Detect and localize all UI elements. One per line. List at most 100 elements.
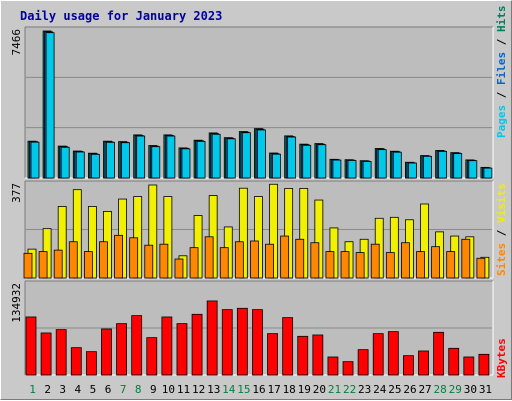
bar-pages-day-16	[257, 129, 266, 179]
bar-pages-day-6	[106, 141, 115, 179]
bar-sites-day-21	[325, 251, 335, 279]
bar-kbytes-day-26	[403, 355, 414, 376]
bar-kbytes-day-23	[357, 349, 369, 376]
bar-sites-day-24	[370, 243, 380, 279]
bar-pages-day-4	[75, 151, 85, 179]
day-label-13: 13	[207, 383, 220, 396]
bar-pages-day-5	[90, 153, 100, 179]
bar-sites-day-30	[461, 238, 471, 279]
bar-pages-day-25	[392, 151, 402, 179]
bar-kbytes-day-10	[161, 316, 173, 376]
bar-pages-day-2	[45, 32, 55, 179]
bar-pages-day-23	[362, 161, 372, 179]
day-label-15: 15	[237, 383, 250, 396]
bar-sites-day-7	[114, 234, 123, 279]
legend-top: Pages / Files / Hits	[495, 6, 508, 139]
bar-pages-day-14	[226, 138, 236, 179]
bar-kbytes-day-22	[342, 361, 354, 376]
day-labels: 1 2 3 4 5 6 7 8 9 10 11 12 13 14 15 16 17 18 19 20 21 22 23 24 2…	[29, 383, 492, 396]
day-label-12: 12	[192, 383, 205, 396]
bar-pages-day-22	[347, 160, 357, 179]
bar-kbytes-day-2	[40, 332, 52, 376]
legend-part: Files	[495, 52, 508, 85]
bar-pages-day-26	[408, 162, 417, 179]
bar-sites-day-20	[310, 242, 320, 279]
day-label-30: 30	[464, 383, 477, 396]
bar-sites-day-6	[99, 241, 108, 279]
bar-pages-day-28	[438, 151, 448, 179]
legend-bottom: KBytes	[495, 338, 508, 378]
bar-pages-day-11	[181, 148, 191, 179]
bar-kbytes-day-8	[131, 315, 143, 376]
legend-part: KBytes	[495, 338, 508, 378]
ymax-label: 7466	[10, 29, 23, 56]
panel-kbytes: 134932	[10, 280, 494, 376]
bar-kbytes-day-19	[297, 335, 309, 376]
bar-pages-day-24	[377, 149, 387, 179]
day-label-28: 28	[434, 383, 447, 396]
bar-sites-day-31	[476, 257, 486, 279]
bar-kbytes-day-28	[433, 331, 445, 376]
bar-pages-day-18	[287, 136, 297, 179]
bar-kbytes-day-3	[55, 329, 67, 376]
day-label-2: 2	[44, 383, 51, 396]
bar-sites-day-14	[219, 247, 229, 279]
bar-pages-day-1	[30, 141, 40, 179]
bar-sites-day-27	[416, 251, 425, 279]
day-label-10: 10	[162, 383, 175, 396]
day-label-3: 3	[59, 383, 66, 396]
bar-sites-day-25	[385, 252, 395, 279]
day-label-14: 14	[222, 383, 236, 396]
bar-kbytes-day-15	[236, 307, 248, 376]
legend-part: Visits	[495, 183, 508, 223]
day-label-17: 17	[267, 383, 280, 396]
legend-part: Sites	[495, 243, 508, 276]
bar-pages-day-29	[453, 153, 463, 179]
day-label-4: 4	[75, 383, 82, 396]
day-label-31: 31	[479, 383, 492, 396]
bar-sites-day-17	[265, 243, 274, 279]
legend-part: /	[495, 223, 508, 243]
side-legends: Pages / Files / Hits Sites / Visits KBytes	[495, 6, 508, 379]
ymax-label: 134932	[10, 283, 23, 323]
day-label-11: 11	[177, 383, 190, 396]
bar-kbytes-day-6	[101, 328, 112, 376]
day-label-22: 22	[343, 383, 356, 396]
bar-kbytes-day-24	[372, 333, 384, 376]
day-label-25: 25	[388, 383, 401, 396]
day-label-24: 24	[373, 383, 387, 396]
bar-pages-day-13	[211, 133, 221, 179]
bar-kbytes-day-18	[282, 317, 294, 376]
bar-kbytes-day-30	[463, 356, 475, 376]
bar-sites-day-19	[295, 238, 305, 279]
bar-pages-day-8	[136, 135, 146, 179]
bar-sites-day-11	[174, 258, 184, 279]
bar-kbytes-day-27	[418, 350, 429, 376]
bar-pages-day-7	[121, 142, 130, 179]
bar-sites-day-13	[204, 236, 214, 279]
bar-pages-day-17	[272, 153, 281, 179]
bar-kbytes-day-11	[176, 323, 188, 376]
bar-pages-day-21	[332, 159, 342, 179]
ymax-label: 377	[10, 183, 23, 203]
bar-sites-day-29	[446, 251, 456, 279]
bar-pages-day-10	[166, 135, 176, 179]
day-label-29: 29	[449, 383, 462, 396]
day-label-19: 19	[298, 383, 311, 396]
bar-kbytes-day-25	[387, 331, 399, 376]
bar-pages-day-27	[423, 155, 432, 179]
day-label-26: 26	[403, 383, 416, 396]
bar-sites-day-18	[280, 235, 290, 279]
bar-kbytes-day-21	[327, 356, 339, 376]
legend-part: Pages	[495, 105, 508, 138]
panel-visits-sites: 377	[10, 180, 494, 279]
bar-sites-day-26	[401, 242, 410, 279]
bar-pages-day-9	[151, 146, 161, 179]
legend-part: /	[495, 32, 508, 52]
bar-kbytes-day-17	[267, 333, 278, 376]
bar-kbytes-day-9	[146, 337, 158, 376]
day-label-7: 7	[120, 383, 127, 396]
bar-pages-day-12	[196, 140, 206, 179]
